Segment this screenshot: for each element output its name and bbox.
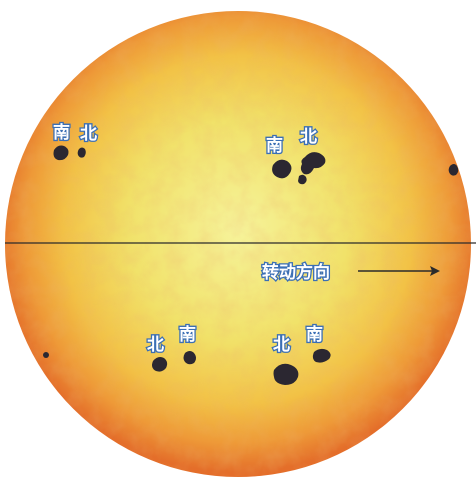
sunspot-group-lower-right [273,348,331,385]
sunspot [312,348,331,363]
label-south: 南 [179,324,196,345]
sunspot [43,352,49,358]
sunspot [183,351,196,365]
sunspots [43,145,459,385]
pole-labels: 南 北 南 北 北 南 北 南 [52,121,325,357]
label-south: 南 [266,135,283,156]
sunspot [53,145,69,161]
label-south: 南 [53,122,70,143]
sunspot-group-upper-left [53,145,86,161]
label-south: 南 [306,324,323,345]
sunspot [272,159,292,179]
rotation-arrow [358,266,440,276]
label-north: 北 [147,335,164,355]
label-north: 北 [80,124,97,144]
label-north: 北 [273,335,290,355]
sunspot [298,174,307,185]
sunspot [448,164,459,176]
sunspot [300,152,326,175]
label-north: 北 [300,127,317,147]
rotation-direction-label: 转动方向 [262,262,330,283]
sunspot [77,147,86,158]
sunspot-group-lower-left [152,351,196,372]
sunspot [152,357,168,372]
sunspot-group-upper-right [272,152,326,185]
sunspot [273,363,299,385]
